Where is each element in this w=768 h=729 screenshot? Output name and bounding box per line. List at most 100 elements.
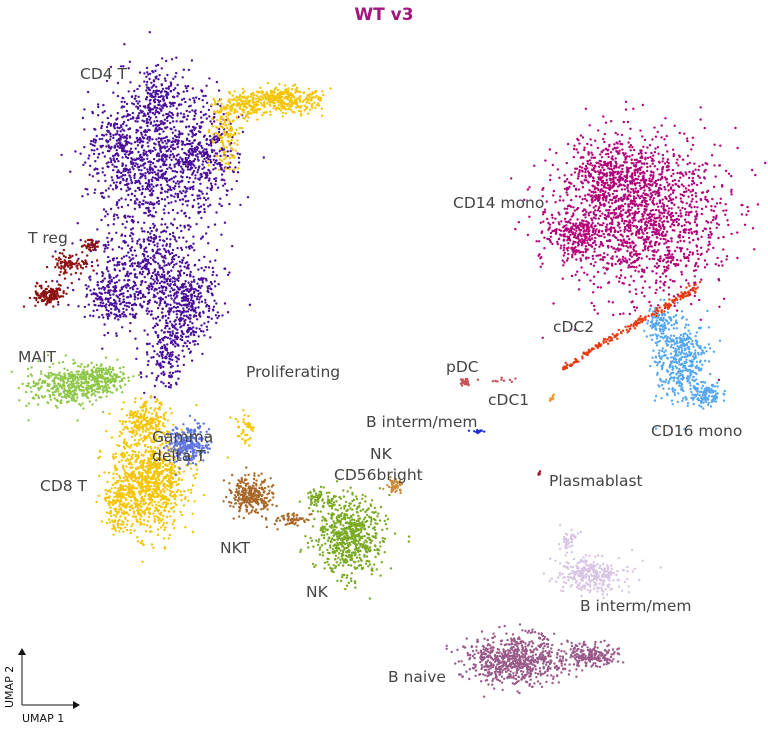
point-cd4-t xyxy=(184,160,187,164)
point-cd4-t xyxy=(145,267,148,271)
point-cd4-t xyxy=(113,218,116,221)
point-cd4-t xyxy=(189,163,192,167)
point-cd4-t xyxy=(101,111,104,114)
point-cd4-t xyxy=(160,67,163,70)
point-mait xyxy=(118,367,122,370)
point-cd4-t xyxy=(207,304,211,308)
point-t-reg xyxy=(55,297,59,301)
point-proliferating xyxy=(219,120,222,124)
point-cd4-t xyxy=(207,242,210,245)
point-cd4-t xyxy=(153,280,157,283)
point-cd4-t xyxy=(193,278,196,282)
point-cd4-t xyxy=(194,109,197,112)
point-proliferating xyxy=(211,139,214,142)
point-cd4-t xyxy=(169,337,172,340)
point-mait xyxy=(104,386,108,389)
point-proliferating xyxy=(281,115,284,118)
point-cd4-t xyxy=(169,303,172,307)
point-proliferating xyxy=(239,107,242,111)
point-cd4-t xyxy=(93,191,96,195)
point-cd4-t xyxy=(138,265,141,268)
point-cd4-t xyxy=(156,315,160,319)
point-cd8-t xyxy=(138,473,141,476)
point-cd4-t xyxy=(187,125,191,128)
point-cd4-t xyxy=(175,383,178,386)
point-t-reg xyxy=(92,269,95,272)
point-cd4-t xyxy=(158,238,162,242)
point-cd4-t xyxy=(163,240,166,243)
point-cd4-t xyxy=(200,216,203,220)
point-cd4-t xyxy=(187,330,190,333)
point-cd4-t xyxy=(207,197,210,200)
point-cd4-t xyxy=(105,303,108,306)
point-cd4-t xyxy=(176,364,179,367)
point-mait xyxy=(72,391,76,394)
point-t-reg xyxy=(95,259,99,262)
point-cd4-t xyxy=(102,285,105,289)
point-mait xyxy=(107,386,110,389)
point-cd4-t xyxy=(129,179,133,182)
point-mait xyxy=(100,396,103,399)
point-cd4-t xyxy=(138,291,141,295)
point-cd4-t xyxy=(168,85,171,88)
point-cd4-t xyxy=(198,298,201,301)
point-cd4-t xyxy=(186,310,190,313)
point-proliferating xyxy=(298,109,301,113)
point-cd4-t xyxy=(166,226,169,229)
point-cd4-t xyxy=(181,317,185,320)
point-cd4-t xyxy=(167,270,170,273)
point-proliferating xyxy=(313,101,316,104)
point-cd4-t xyxy=(130,246,134,249)
point-cd4-t xyxy=(151,149,154,153)
point-cd4-t xyxy=(194,166,197,169)
point-proliferating xyxy=(317,96,320,99)
point-cd8-t xyxy=(190,488,193,491)
point-cd4-t xyxy=(116,130,119,133)
point-cd4-t xyxy=(116,171,119,174)
point-cd4-t xyxy=(156,174,160,177)
point-cd4-t xyxy=(155,301,159,304)
point-mait xyxy=(94,390,98,393)
point-cd4-t xyxy=(115,181,118,184)
point-cd4-t xyxy=(200,121,203,124)
point-proliferating xyxy=(281,111,285,115)
point-proliferating xyxy=(288,94,291,97)
point-cd4-t xyxy=(154,124,158,127)
point-cd4-t xyxy=(161,307,164,310)
point-cd4-t xyxy=(103,110,106,113)
point-cd4-t xyxy=(125,301,128,305)
point-cd4-t xyxy=(117,263,121,266)
point-proliferating xyxy=(242,418,245,421)
point-cd4-t xyxy=(108,282,112,285)
point-proliferating xyxy=(293,83,297,86)
point-cd8-t xyxy=(127,454,131,457)
point-cd4-t xyxy=(74,150,77,153)
point-cd4-t xyxy=(155,250,159,253)
point-cd4-t xyxy=(208,284,211,288)
point-cd4-t xyxy=(128,174,131,177)
point-proliferating xyxy=(296,97,299,100)
point-cd4-t xyxy=(115,132,119,135)
point-cd8-t xyxy=(144,492,148,495)
point-proliferating xyxy=(314,106,317,110)
point-cd4-t xyxy=(167,87,170,91)
point-cd4-t xyxy=(140,126,143,129)
point-proliferating xyxy=(226,118,229,122)
point-cd4-t xyxy=(82,163,85,167)
point-cd4-t xyxy=(137,95,140,99)
point-cd4-t xyxy=(152,206,155,210)
point-cd4-t xyxy=(110,145,113,149)
point-cd4-t xyxy=(177,274,180,277)
point-cd4-t xyxy=(109,293,112,297)
point-mait xyxy=(53,384,57,388)
point-cd4-t xyxy=(160,273,164,276)
point-cd4-t xyxy=(175,170,179,174)
point-cd4-t xyxy=(126,289,129,293)
point-cd4-t xyxy=(145,375,148,378)
point-mait xyxy=(30,390,33,393)
point-cd4-t xyxy=(177,276,180,280)
point-t-reg xyxy=(75,265,78,268)
point-cd4-t xyxy=(185,306,189,309)
point-mait xyxy=(94,375,97,379)
point-cd4-t xyxy=(174,147,177,150)
